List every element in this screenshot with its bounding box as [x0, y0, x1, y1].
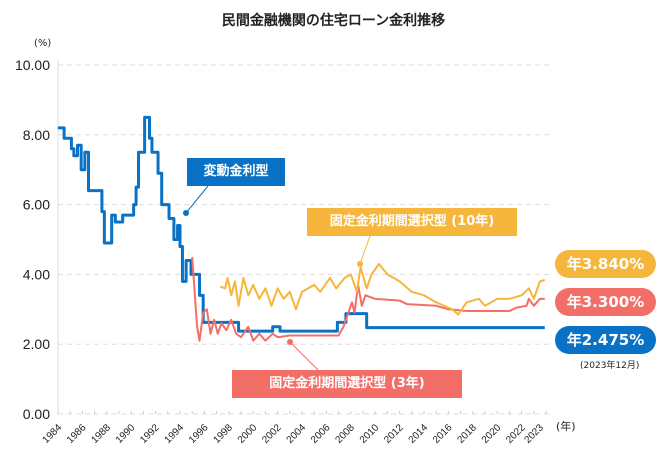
x-tick-label: 1990: [114, 422, 138, 446]
x-tick-label: 2010: [358, 422, 382, 446]
x-tick-label: 1994: [163, 422, 187, 446]
leader-line-fixed3: [289, 341, 319, 371]
series-line-fixed3: [191, 256, 545, 342]
y-tick-label: 2.00: [23, 336, 50, 352]
x-tick-label: 2004: [285, 422, 309, 446]
x-tick-label: 1988: [89, 422, 113, 446]
x-tick-label: 2006: [309, 422, 333, 446]
end-label-variable: 年2.475%: [555, 326, 656, 354]
x-axis-unit: (年): [556, 420, 576, 433]
annotation-fixed3: 固定金利期間選択型 (3年): [232, 370, 462, 398]
end-label-fixed10: 年3.840%: [555, 250, 656, 278]
y-tick-label: 8.00: [23, 127, 50, 143]
leader-dot-variable: [183, 210, 189, 216]
x-tick-label: 2020: [480, 422, 504, 446]
annotation-variable: 変動金利型: [187, 158, 285, 186]
end-label-fixed3: 年3.300%: [555, 288, 656, 316]
end-label-date: (2023年12月): [580, 361, 640, 371]
y-axis-unit: (%): [34, 38, 52, 49]
series-line-fixed10: [219, 262, 546, 316]
x-tick-label: 1996: [187, 422, 211, 446]
leader-dot-fixed3: [287, 339, 293, 345]
x-tick-label: 2000: [236, 422, 260, 446]
series-line-variable: [58, 115, 545, 333]
leader-line-fixed10: [359, 235, 371, 265]
x-tick-label: 1984: [41, 422, 65, 446]
x-tick-label: 2002: [260, 422, 284, 446]
x-tick-label: 2008: [333, 422, 357, 446]
x-tick-label: 2012: [382, 422, 406, 446]
x-tick-label: 2014: [407, 422, 431, 446]
x-tick-label: 1986: [65, 422, 89, 446]
x-tick-label: 1992: [138, 422, 162, 446]
x-tick-label: 2016: [431, 422, 455, 446]
leader-line-variable: [185, 185, 209, 214]
annotation-fixed10: 固定金利期間選択型 (10年): [307, 208, 517, 236]
x-tick-label: 1998: [211, 422, 235, 446]
chart-title: 民間金融機関の住宅ローン金利推移: [221, 13, 446, 29]
y-tick-label: 0.00: [23, 406, 50, 422]
x-tick-label: 2022: [504, 422, 528, 446]
x-tick-label: 2018: [455, 422, 479, 446]
x-tick-label: 2023: [522, 422, 546, 446]
y-tick-label: 4.00: [23, 266, 50, 282]
y-tick-label: 10.00: [15, 57, 50, 73]
y-tick-label: 6.00: [23, 197, 50, 213]
leader-dot-fixed10: [357, 261, 363, 267]
